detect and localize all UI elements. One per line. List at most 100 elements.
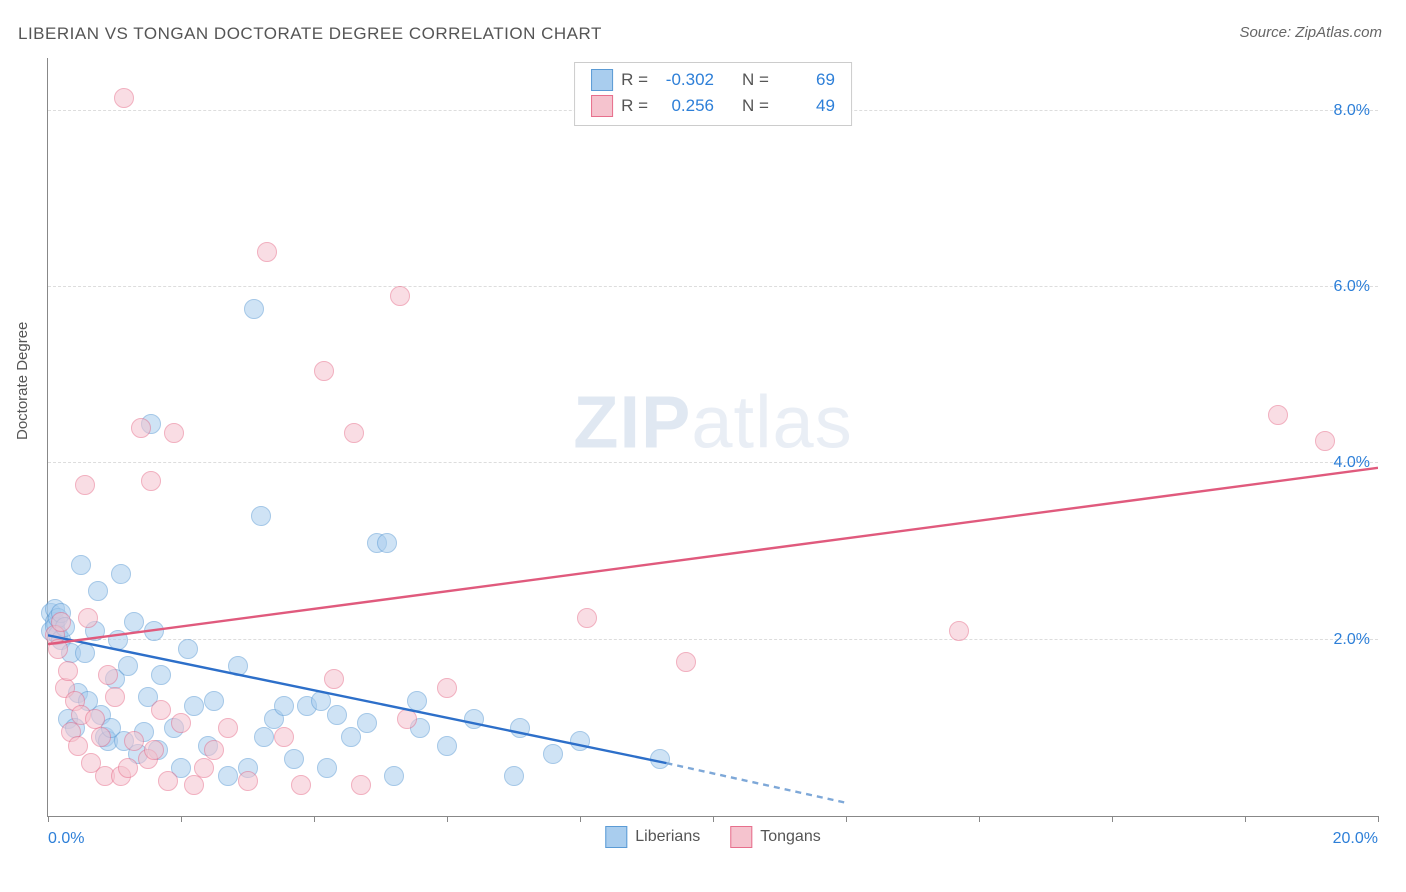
data-point bbox=[114, 88, 134, 108]
data-point bbox=[437, 736, 457, 756]
data-point bbox=[105, 687, 125, 707]
scatter-chart: ZIPatlas R = -0.302 N = 69 R = 0.256 N =… bbox=[47, 58, 1378, 817]
gridline bbox=[48, 462, 1378, 463]
data-point bbox=[75, 643, 95, 663]
data-point bbox=[218, 718, 238, 738]
data-point bbox=[464, 709, 484, 729]
data-point bbox=[124, 612, 144, 632]
r-label: R = bbox=[621, 70, 648, 90]
data-point bbox=[510, 718, 530, 738]
data-point bbox=[78, 608, 98, 628]
data-point bbox=[397, 709, 417, 729]
data-point bbox=[158, 771, 178, 791]
gridline bbox=[48, 286, 1378, 287]
data-point bbox=[676, 652, 696, 672]
data-point bbox=[108, 630, 128, 650]
x-axis-min-label: 0.0% bbox=[48, 830, 84, 848]
swatch-liberians bbox=[605, 826, 627, 848]
data-point bbox=[384, 766, 404, 786]
data-point bbox=[151, 665, 171, 685]
source-attribution: Source: ZipAtlas.com bbox=[1239, 24, 1382, 41]
data-point bbox=[341, 727, 361, 747]
data-point bbox=[68, 736, 88, 756]
data-point bbox=[91, 727, 111, 747]
y-tick-label: 4.0% bbox=[1334, 454, 1370, 472]
x-tick bbox=[314, 816, 315, 822]
data-point bbox=[141, 471, 161, 491]
data-point bbox=[131, 418, 151, 438]
data-point bbox=[1315, 431, 1335, 451]
n-value-tongans: 49 bbox=[777, 96, 835, 116]
r-value-liberians: -0.302 bbox=[656, 70, 714, 90]
y-tick-label: 6.0% bbox=[1334, 278, 1370, 296]
data-point bbox=[144, 621, 164, 641]
data-point bbox=[151, 700, 171, 720]
stats-row-liberians: R = -0.302 N = 69 bbox=[591, 67, 835, 93]
data-point bbox=[124, 731, 144, 751]
data-point bbox=[164, 423, 184, 443]
data-point bbox=[204, 740, 224, 760]
x-tick bbox=[1245, 816, 1246, 822]
legend-label: Tongans bbox=[760, 828, 821, 846]
x-tick bbox=[580, 816, 581, 822]
data-point bbox=[184, 696, 204, 716]
x-tick bbox=[1378, 816, 1379, 822]
data-point bbox=[314, 361, 334, 381]
r-value-tongans: 0.256 bbox=[656, 96, 714, 116]
data-point bbox=[344, 423, 364, 443]
n-label: N = bbox=[742, 70, 769, 90]
data-point bbox=[351, 775, 371, 795]
data-point bbox=[291, 775, 311, 795]
correlation-stats-box: R = -0.302 N = 69 R = 0.256 N = 49 bbox=[574, 62, 852, 126]
data-point bbox=[184, 775, 204, 795]
gridline bbox=[48, 639, 1378, 640]
y-axis-label: Doctorate Degree bbox=[14, 322, 31, 440]
legend-item-tongans: Tongans bbox=[730, 826, 821, 848]
n-label: N = bbox=[742, 96, 769, 116]
data-point bbox=[51, 612, 71, 632]
data-point bbox=[407, 691, 427, 711]
data-point bbox=[118, 758, 138, 778]
x-axis-max-label: 20.0% bbox=[1333, 830, 1378, 848]
data-point bbox=[543, 744, 563, 764]
data-point bbox=[218, 766, 238, 786]
legend-item-liberians: Liberians bbox=[605, 826, 700, 848]
data-point bbox=[228, 656, 248, 676]
y-tick-label: 8.0% bbox=[1334, 102, 1370, 120]
chart-legend: Liberians Tongans bbox=[605, 826, 820, 848]
swatch-tongans bbox=[730, 826, 752, 848]
y-tick-label: 2.0% bbox=[1334, 631, 1370, 649]
data-point bbox=[357, 713, 377, 733]
data-point bbox=[1268, 405, 1288, 425]
data-point bbox=[254, 727, 274, 747]
data-point bbox=[144, 740, 164, 760]
data-point bbox=[238, 771, 258, 791]
data-point bbox=[75, 475, 95, 495]
data-point bbox=[274, 727, 294, 747]
data-point bbox=[327, 705, 347, 725]
chart-title: LIBERIAN VS TONGAN DOCTORATE DEGREE CORR… bbox=[18, 24, 602, 44]
data-point bbox=[251, 506, 271, 526]
data-point bbox=[71, 555, 91, 575]
data-point bbox=[98, 665, 118, 685]
r-label: R = bbox=[621, 96, 648, 116]
data-point bbox=[504, 766, 524, 786]
data-point bbox=[390, 286, 410, 306]
watermark: ZIPatlas bbox=[573, 379, 852, 464]
n-value-liberians: 69 bbox=[777, 70, 835, 90]
data-point bbox=[317, 758, 337, 778]
data-point bbox=[257, 242, 277, 262]
data-point bbox=[570, 731, 590, 751]
data-point bbox=[949, 621, 969, 641]
data-point bbox=[284, 749, 304, 769]
data-point bbox=[171, 713, 191, 733]
data-point bbox=[194, 758, 214, 778]
data-point bbox=[650, 749, 670, 769]
trend-lines-layer bbox=[48, 58, 1378, 816]
data-point bbox=[311, 691, 331, 711]
swatch-tongans bbox=[591, 95, 613, 117]
x-tick bbox=[979, 816, 980, 822]
stats-row-tongans: R = 0.256 N = 49 bbox=[591, 93, 835, 119]
data-point bbox=[48, 639, 68, 659]
data-point bbox=[204, 691, 224, 711]
